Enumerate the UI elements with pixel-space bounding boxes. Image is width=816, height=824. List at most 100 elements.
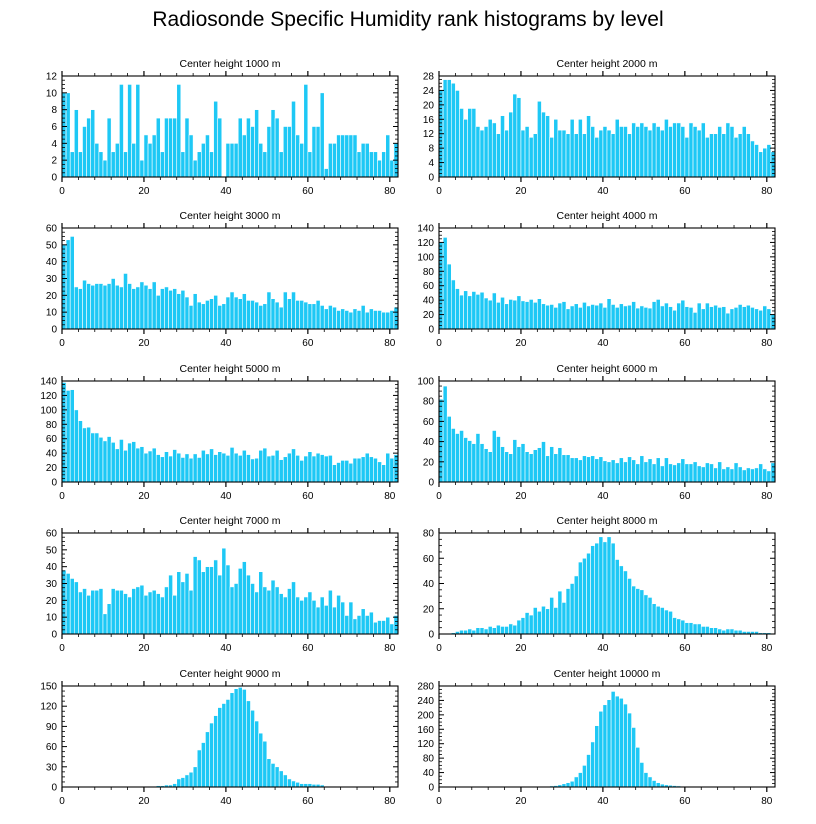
bar — [537, 447, 542, 483]
bar — [270, 455, 276, 483]
bar — [336, 462, 341, 483]
bar — [684, 306, 690, 330]
bar — [262, 740, 268, 788]
bar — [582, 133, 587, 178]
bar — [135, 447, 141, 483]
bar — [385, 616, 391, 635]
y-tick-label: 20 — [423, 100, 435, 111]
bar — [110, 278, 116, 330]
bar — [201, 742, 206, 788]
panel-9: Center height 9000 m 0 30 60 90 120 150 0 20 40 60… — [40, 668, 399, 807]
bar — [651, 780, 657, 788]
bar — [201, 449, 206, 483]
bar — [746, 133, 751, 178]
bar — [618, 457, 624, 483]
bar — [385, 134, 391, 178]
bar — [241, 134, 247, 178]
bar — [705, 626, 710, 635]
bar — [627, 712, 632, 788]
y-tick-label: 20 — [423, 457, 435, 468]
bar — [139, 281, 145, 330]
bar — [688, 307, 694, 330]
bar — [184, 453, 190, 483]
bar — [336, 594, 341, 635]
bar — [541, 605, 546, 635]
bar — [557, 129, 563, 178]
bar — [381, 311, 387, 330]
bar — [328, 143, 333, 178]
bar — [721, 468, 727, 483]
bar — [614, 462, 620, 483]
panel-3: Center height 3000 m 0 10 20 30 40 50 60 0 20 40 60… — [46, 210, 399, 349]
bar — [73, 286, 79, 330]
bar — [151, 589, 157, 635]
x-tick-label: 0 — [59, 643, 65, 654]
bar — [373, 621, 378, 635]
bar — [151, 281, 157, 330]
bar — [336, 134, 341, 178]
y-tick-label: 20 — [46, 463, 58, 474]
panel-6: Center height 6000 m 0 20 40 60 80 100 0 20 40 60 8… — [417, 363, 776, 502]
bar — [643, 126, 649, 178]
bar — [623, 126, 628, 178]
bar — [393, 615, 399, 635]
bar — [471, 629, 477, 635]
y-tick-label: 90 — [46, 722, 58, 733]
bar — [631, 301, 636, 330]
bar — [262, 303, 268, 330]
bar — [299, 300, 305, 330]
bar — [233, 452, 239, 483]
bar — [348, 601, 354, 635]
bar — [696, 623, 702, 635]
bar — [471, 291, 477, 330]
bar — [586, 115, 591, 178]
bar — [233, 583, 239, 635]
bar — [643, 772, 649, 788]
x-tick-label: 0 — [59, 796, 65, 807]
x-tick-label: 20 — [515, 643, 527, 654]
bar — [340, 460, 346, 483]
bar — [340, 308, 346, 330]
bar — [123, 449, 128, 483]
x-tick-label: 40 — [220, 796, 232, 807]
x-tick-label: 60 — [302, 338, 314, 349]
bar — [246, 700, 251, 788]
bar — [176, 452, 182, 483]
bar — [303, 84, 309, 178]
y-tick-label: 80 — [423, 267, 435, 278]
panel-title: Center height 4000 m — [557, 210, 658, 222]
bar — [631, 459, 636, 483]
bar — [114, 448, 120, 483]
bar — [500, 446, 505, 483]
y-tick-label: 60 — [423, 554, 435, 565]
bar — [725, 628, 731, 635]
bar — [606, 129, 612, 178]
bar — [278, 151, 284, 178]
bar — [184, 573, 190, 635]
bar — [143, 594, 149, 635]
bar — [389, 159, 395, 178]
bar — [709, 306, 714, 330]
bar — [450, 82, 456, 178]
bar — [504, 626, 509, 635]
bar — [315, 452, 321, 483]
bar — [377, 461, 382, 483]
x-tick-label: 20 — [138, 491, 150, 502]
bar — [135, 586, 141, 635]
bar — [549, 137, 555, 178]
bar — [315, 606, 321, 635]
bar — [266, 758, 272, 788]
bar — [692, 461, 698, 483]
x-tick-label: 0 — [59, 338, 65, 349]
bar — [733, 137, 739, 178]
panel-title: Center height 3000 m — [180, 210, 281, 222]
bar — [594, 137, 600, 178]
bar — [233, 296, 239, 330]
bar — [590, 455, 596, 483]
bar — [180, 581, 186, 635]
bar — [127, 596, 132, 635]
bar — [291, 581, 296, 635]
bar — [291, 100, 296, 178]
bar — [147, 591, 153, 635]
bar — [623, 305, 628, 330]
